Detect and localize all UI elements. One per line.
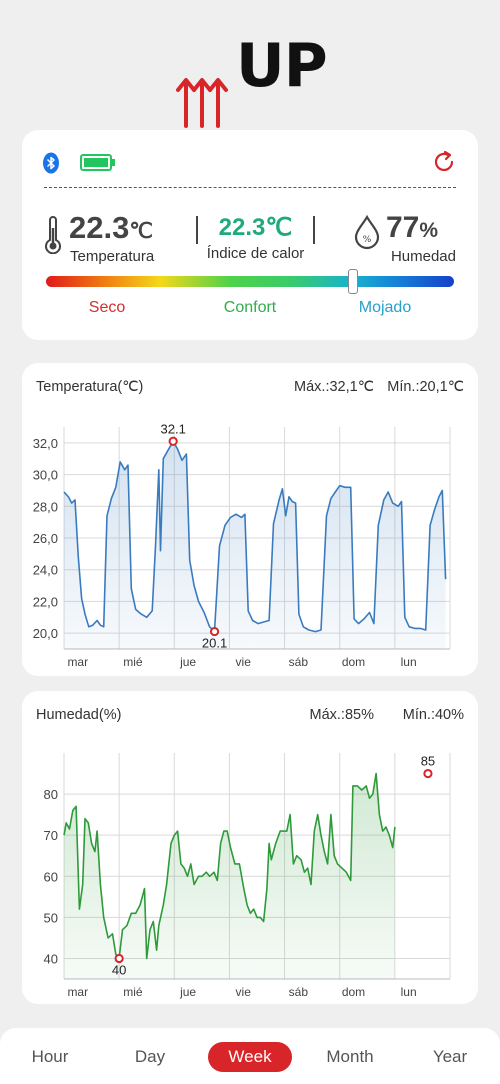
comfort-dry-label: Seco xyxy=(88,299,126,316)
comfort-level-indicator xyxy=(348,269,358,294)
x-tick-label: mar xyxy=(67,655,88,669)
y-tick-label: 60 xyxy=(44,869,58,884)
series-area xyxy=(64,773,395,979)
extreme-point-marker xyxy=(114,953,124,964)
period-tab-bar: Hour Day Week Month Year xyxy=(0,1028,500,1084)
thermometer-icon xyxy=(45,216,61,254)
chart-title: Humedad(%) xyxy=(36,707,122,723)
x-tick-label: mié xyxy=(123,655,143,669)
x-tick-label: jue xyxy=(179,985,196,999)
x-tick-label: vie xyxy=(236,655,252,669)
bluetooth-icon xyxy=(43,152,59,174)
comfort-wet-label: Mojado xyxy=(358,299,412,316)
chart-title: Temperatura(℃) xyxy=(36,379,144,395)
chart-max-label: Máx.:85% xyxy=(309,707,374,723)
extreme-point-marker xyxy=(168,436,178,446)
comfort-scale-bar xyxy=(46,276,454,287)
chart-max-label: Máx.:32,1℃ xyxy=(294,379,374,395)
app-logo xyxy=(0,36,500,128)
extreme-point-marker xyxy=(209,626,220,637)
temperature-chart-card: Temperatura(℃) Máx.:32,1℃ Mín.:20,1℃ 32,… xyxy=(22,363,478,676)
x-tick-label: sáb xyxy=(289,985,309,999)
y-tick-label: 50 xyxy=(44,910,58,925)
battery-icon xyxy=(80,154,115,171)
x-tick-label: lun xyxy=(401,985,417,999)
extreme-point-label: 32.1 xyxy=(161,421,186,436)
humidity-chart[interactable]: 80 70 60 50 40 mar mié jue vie sáb dom lun 40 85 xyxy=(22,691,478,1004)
tab-week[interactable]: Week xyxy=(208,1042,292,1072)
temperature-chart[interactable]: 32,0 30,0 28,0 26,0 24,0 22,0 20,0 mar mié jue vie… xyxy=(22,363,478,676)
extreme-point-label: 40 xyxy=(112,962,126,977)
heat-index-label: Índice de calor xyxy=(206,245,305,262)
x-tick-label: mié xyxy=(123,985,143,999)
comfort-ok-label: Confort xyxy=(223,299,277,316)
tab-month[interactable]: Month xyxy=(326,1047,374,1066)
humidity-unit: % xyxy=(419,219,439,242)
y-tick-label: 70 xyxy=(44,828,58,843)
heat-index-value: 22.3℃ xyxy=(218,214,293,241)
separator xyxy=(196,216,198,244)
y-tick-label: 32,0 xyxy=(33,436,58,451)
tab-year[interactable]: Year xyxy=(432,1047,468,1066)
x-tick-label: lun xyxy=(401,655,417,669)
extreme-point-label: 20.1 xyxy=(202,636,227,651)
y-tick-label: 40 xyxy=(44,951,58,966)
y-tick-label: 80 xyxy=(44,787,58,802)
x-tick-label: dom xyxy=(342,985,365,999)
extreme-point-label: 85 xyxy=(421,754,435,769)
tab-hour[interactable]: Hour xyxy=(31,1047,69,1066)
current-conditions-card: 22.3℃ Temperatura 22.3℃ Índice de calor … xyxy=(22,130,478,340)
series-area xyxy=(64,441,446,649)
extreme-point-marker xyxy=(423,768,433,779)
series-line xyxy=(63,772,396,960)
chart-min-label: Mín.:20,1℃ xyxy=(387,379,464,395)
temperature-value: 22.3℃ xyxy=(69,210,153,245)
x-tick-label: dom xyxy=(342,655,365,669)
x-tick-label: jue xyxy=(179,655,196,669)
humidity-value: 77% xyxy=(386,211,439,244)
x-tick-label: vie xyxy=(236,985,252,999)
y-tick-label: 28,0 xyxy=(33,499,58,514)
y-tick-label: 26,0 xyxy=(33,531,58,546)
humidity-chart-card: Humedad(%) Máx.:85% Mín.:40% 80 70 60 50 40 m… xyxy=(22,691,478,1004)
y-tick-label: 24,0 xyxy=(33,563,58,578)
chart-min-label: Mín.:40% xyxy=(402,707,464,723)
humidity-label: Humedad xyxy=(390,248,456,265)
x-tick-label: sáb xyxy=(289,655,309,669)
tab-day[interactable]: Day xyxy=(134,1047,166,1066)
temperature-label: Temperatura xyxy=(70,248,155,265)
y-tick-label: 30,0 xyxy=(33,468,58,483)
svg-text:%: % xyxy=(363,235,372,245)
y-tick-label: 20,0 xyxy=(33,626,58,641)
x-tick-label: mar xyxy=(67,985,88,999)
divider xyxy=(44,187,456,188)
series-line xyxy=(63,440,447,633)
y-tick-label: 22,0 xyxy=(33,594,58,609)
humidity-drop-icon: % xyxy=(354,214,380,250)
temperature-unit: ℃ xyxy=(129,220,153,243)
separator xyxy=(313,216,315,244)
triple-arrow-logo-icon xyxy=(176,78,228,128)
refresh-icon[interactable] xyxy=(432,150,456,174)
logo-text: UP xyxy=(236,31,328,101)
